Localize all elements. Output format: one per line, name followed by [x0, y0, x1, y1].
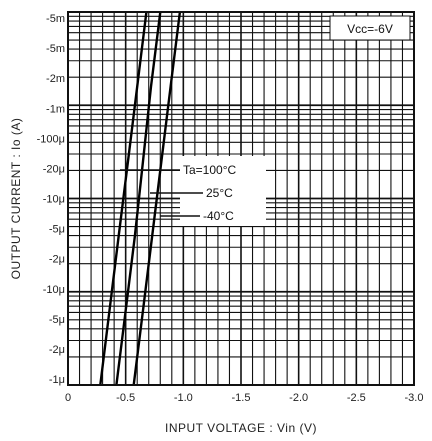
- plot-frame: [67, 11, 415, 386]
- y-tick-label: -1μ: [49, 374, 65, 386]
- y-tick-label: -5m: [46, 13, 65, 25]
- x-tick-label: -3.0: [405, 392, 424, 404]
- legend-label-100c: Ta=100°C: [183, 163, 237, 177]
- y-tick-label: -5m: [46, 43, 65, 55]
- y-tick-label: -5μ: [49, 224, 65, 236]
- tick-labels: 0 -0.5 -1.0 -1.5 -2.0 -2.5 -3.0 -5m -5m -2m -1m -10…: [37, 13, 424, 404]
- series-layer: [99, 11, 182, 386]
- series-line-1: [115, 11, 162, 386]
- x-tick-label: -2.5: [347, 392, 366, 404]
- y-tick-label: -100μ: [37, 133, 65, 145]
- y-tick-label: -2m: [46, 73, 65, 85]
- condition-label: Vcc=-6V: [347, 22, 393, 36]
- legend-label-25c: 25°C: [206, 186, 233, 200]
- x-tick-label: 0: [65, 392, 71, 404]
- y-tick-label: -2μ: [49, 254, 65, 266]
- legend: Ta=100°C 25°C -40°C: [120, 156, 266, 226]
- series-line-0: [99, 11, 148, 386]
- x-axis-title: INPUT VOLTAGE : Vin (V): [165, 421, 317, 435]
- x-tick-label: -1.0: [174, 392, 193, 404]
- y-tick-label: -1m: [46, 103, 65, 115]
- y-tick-label: -10μ: [43, 194, 65, 206]
- x-tick-label: -1.5: [232, 392, 251, 404]
- y-tick-label: -2μ: [49, 344, 65, 356]
- series-line-2: [132, 11, 182, 386]
- y-axis-title: OUTPUT CURRENT : Io (A): [9, 118, 23, 280]
- y-tick-label: -10μ: [43, 284, 65, 296]
- y-tick-label: -20μ: [43, 163, 65, 175]
- y-tick-label: -5μ: [49, 314, 65, 326]
- legend-label-minus40c: -40°C: [203, 209, 234, 223]
- condition-box: Vcc=-6V: [329, 15, 411, 41]
- x-tick-label: -2.0: [289, 392, 308, 404]
- x-tick-label: -0.5: [116, 392, 135, 404]
